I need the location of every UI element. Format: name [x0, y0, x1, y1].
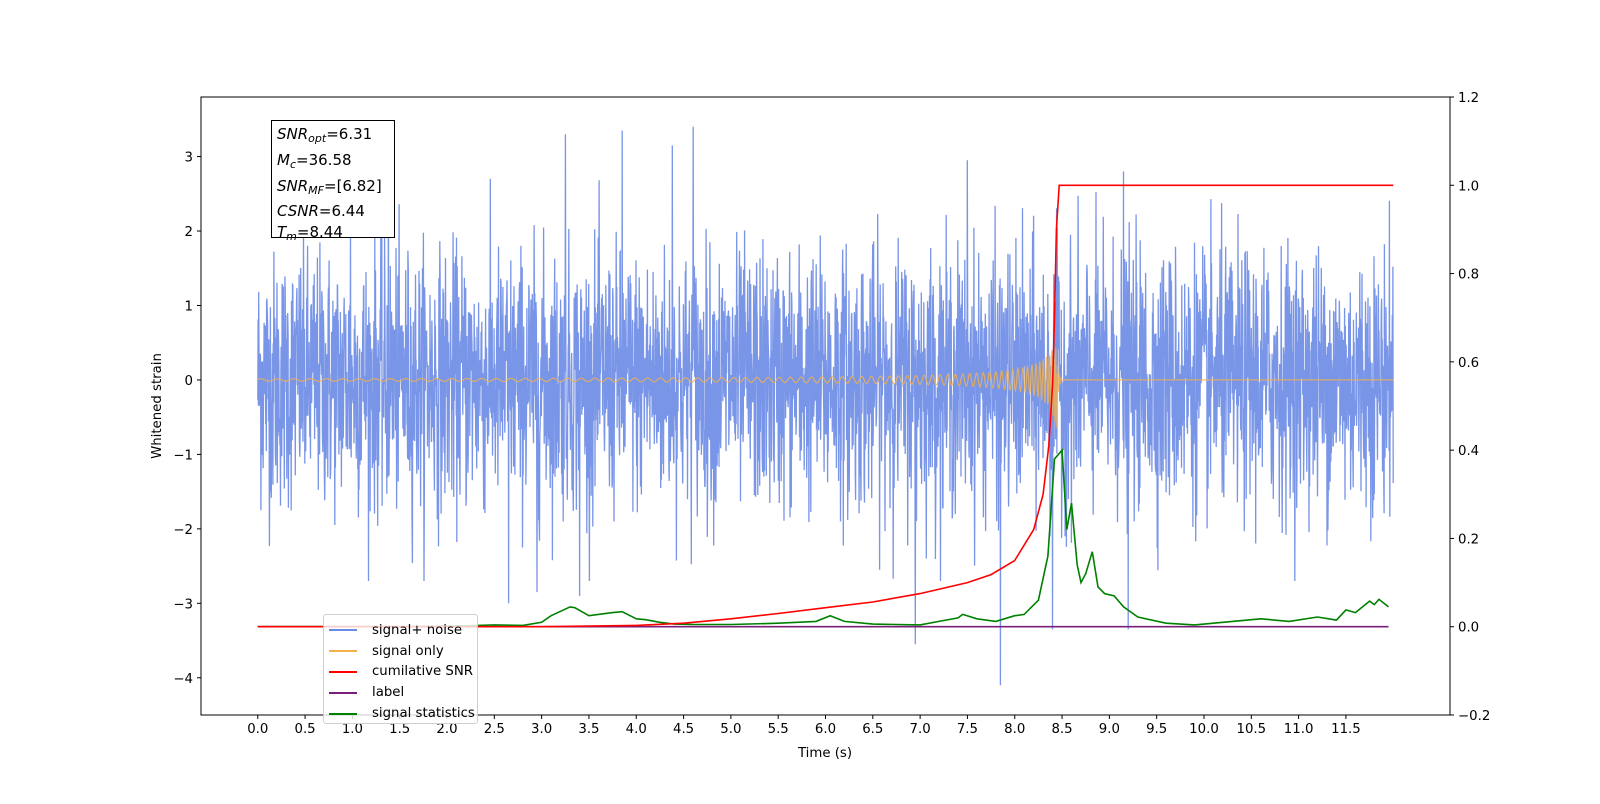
x-tick-label: 7.5 — [957, 722, 978, 737]
annotation-tm-symbol: T — [277, 223, 287, 242]
x-tick-label: 11.5 — [1331, 722, 1361, 737]
y-tick-label: −1 — [173, 448, 193, 463]
annotation-snr-mf: SNRMF=[6.82] — [277, 176, 390, 202]
x-axis-label: Time (s) — [797, 746, 852, 761]
series-signal-noise-line — [257, 126, 1394, 686]
x-tick-label: 3.0 — [531, 722, 552, 737]
legend-label-label: label — [372, 685, 405, 701]
series-signal-statistics-line — [257, 448, 1389, 628]
annotation-snr-opt: SNRopt=6.31 — [277, 124, 390, 150]
y-tick-label: 1 — [185, 299, 193, 314]
annotation-mc: Mc=36.58 — [277, 150, 390, 176]
annotation-snr-mf-symbol: SNR — [277, 176, 309, 195]
annotation-csnr-value: =6.44 — [318, 202, 365, 221]
annotation-snr-opt-symbol: SNR — [277, 125, 309, 143]
x-tick-label: 2.5 — [484, 722, 505, 737]
x-tick-label: 4.0 — [626, 722, 647, 737]
legend-label-signal-only: signal only — [372, 643, 444, 659]
x-tick-label: 10.5 — [1236, 722, 1266, 737]
annotation-mc-symbol: M — [277, 150, 290, 169]
annotation-tm-value: =8.44 — [296, 223, 343, 242]
x-tick-label: 11.0 — [1284, 722, 1314, 737]
x-tick-label: 4.5 — [673, 722, 694, 737]
x-axis: 0.0 0.5 1.0 1.5 2.0 2.5 3.0 3.5 4.0 4.5 5.0 5.5 6.0 6… — [247, 715, 1361, 737]
x-tick-label: 7.0 — [910, 722, 931, 737]
legend-label-signal-statistics: signal statistics — [372, 706, 475, 722]
x-tick-label: 2.0 — [436, 722, 457, 737]
annotation-tm-subscript: m — [286, 230, 297, 244]
x-tick-label: 5.0 — [720, 722, 741, 737]
legend-item-label: label — [329, 682, 477, 703]
series-signal-only-line — [257, 341, 1394, 428]
legend: signal+ noise signal only cumilative SNR… — [323, 614, 478, 724]
annotation-box: SNRopt=6.31 Mc=36.58 SNRMF=[6.82] CSNR=6… — [271, 120, 395, 243]
legend-label-signal-noise: signal+ noise — [372, 622, 463, 638]
x-tick-label: 8.5 — [1051, 722, 1072, 737]
legend-swatch-label — [329, 691, 357, 694]
legend-swatch-signal-only — [329, 650, 357, 653]
y-axis-label: Whitened strain — [150, 353, 165, 459]
legend-item-signal-only: signal only — [329, 641, 477, 662]
annotation-snr-opt-subscript: opt — [308, 132, 327, 145]
x-tick-label: 6.5 — [862, 722, 883, 737]
legend-label-cumulative-snr: cumilative SNR — [372, 664, 474, 680]
annotation-snr-mf-subscript: MF — [308, 183, 324, 197]
series-cumulative-snr-line — [257, 184, 1394, 628]
legend-item-signal-noise: signal+ noise — [329, 620, 477, 641]
x-tick-label: 6.0 — [815, 722, 836, 737]
legend-swatch-cumulative-snr — [329, 670, 357, 673]
y-axis-right: −0.2 0.0 0.2 0.4 0.6 0.8 1.0 1.2 — [1450, 91, 1490, 724]
y-axis-left: −4 −3 −2 −1 0 1 2 3 — [173, 151, 201, 687]
x-tick-label: 1.5 — [389, 722, 410, 737]
x-tick-label: 3.5 — [578, 722, 599, 737]
y2-tick-label: 0.0 — [1458, 621, 1479, 636]
y-tick-label: 2 — [185, 225, 193, 240]
legend-item-signal-statistics: signal statistics — [329, 703, 477, 724]
y-tick-label: 0 — [185, 374, 193, 389]
y2-tick-label: 1.0 — [1458, 179, 1479, 194]
legend-swatch-signal-statistics — [329, 712, 357, 715]
y-tick-label: −2 — [173, 523, 193, 538]
x-tick-label: 0.5 — [295, 722, 316, 737]
x-tick-label: 5.5 — [768, 722, 789, 737]
annotation-mc-subscript: c — [289, 157, 297, 171]
legend-swatch-signal-noise — [329, 629, 357, 632]
annotation-snr-mf-value: =[6.82] — [324, 176, 382, 195]
x-tick-label: 9.5 — [1146, 722, 1167, 737]
y2-tick-label: 0.4 — [1458, 444, 1479, 459]
y2-tick-label: 0.2 — [1458, 532, 1479, 547]
y-tick-label: −4 — [173, 672, 193, 687]
annotation-mc-value: =36.58 — [296, 150, 352, 169]
annotation-tm: Tm=8.44 — [277, 222, 390, 248]
y-tick-label: 3 — [185, 151, 193, 166]
annotation-snr-opt-value: =6.31 — [326, 125, 373, 143]
y2-tick-label: 1.2 — [1458, 91, 1479, 106]
x-tick-label: 0.0 — [247, 722, 268, 737]
y2-tick-label: 0.6 — [1458, 356, 1479, 371]
legend-item-cumulative-snr: cumilative SNR — [329, 662, 477, 683]
y2-tick-label: −0.2 — [1458, 709, 1490, 724]
y-tick-label: −3 — [173, 597, 193, 612]
y2-tick-label: 0.8 — [1458, 268, 1479, 283]
x-tick-label: 8.0 — [1004, 722, 1025, 737]
annotation-csnr: CSNR=6.44 — [277, 201, 390, 222]
annotation-csnr-symbol: CSNR — [277, 202, 319, 221]
x-tick-label: 9.0 — [1099, 722, 1120, 737]
x-tick-label: 1.0 — [342, 722, 363, 737]
x-tick-label: 10.0 — [1189, 722, 1219, 737]
